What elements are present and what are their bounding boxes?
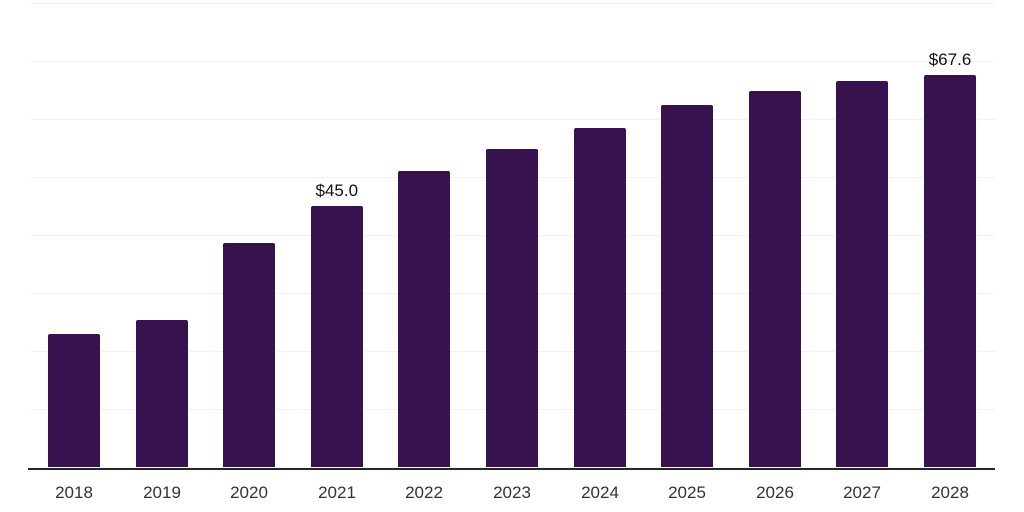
x-tick-label-2020: 2020 [230, 483, 268, 502]
bar-2019 [136, 320, 188, 467]
bar-2021 [311, 206, 363, 467]
x-tick-label-2028: 2028 [931, 483, 969, 502]
plot-area: $45.0 $67.6 [28, 3, 995, 467]
bar-value-label-2028: $67.6 [928, 50, 972, 69]
bar-value-label-2021: $45.0 [315, 181, 359, 200]
bar-2020 [223, 243, 275, 467]
bar-2026 [749, 91, 801, 467]
bar-2024 [574, 128, 626, 467]
x-tick-label-2019: 2019 [143, 483, 181, 502]
gridline [30, 119, 995, 120]
bar-2022 [398, 171, 450, 467]
gridline [30, 3, 995, 4]
x-tick-label-2018: 2018 [55, 483, 93, 502]
x-tick-label-2025: 2025 [668, 483, 706, 502]
x-tick-label-2026: 2026 [756, 483, 794, 502]
x-tick-label-2024: 2024 [581, 483, 619, 502]
x-axis-line [28, 468, 995, 470]
x-tick-label-2027: 2027 [843, 483, 881, 502]
bar-2018 [48, 334, 100, 467]
x-tick-label-2021: 2021 [318, 483, 356, 502]
bar-2025 [661, 105, 713, 467]
bar-2023 [486, 149, 538, 467]
bar-2028 [924, 75, 976, 467]
gridline [30, 61, 995, 62]
bar-2027 [836, 81, 888, 467]
x-tick-label-2023: 2023 [493, 483, 531, 502]
x-tick-label-2022: 2022 [405, 483, 443, 502]
